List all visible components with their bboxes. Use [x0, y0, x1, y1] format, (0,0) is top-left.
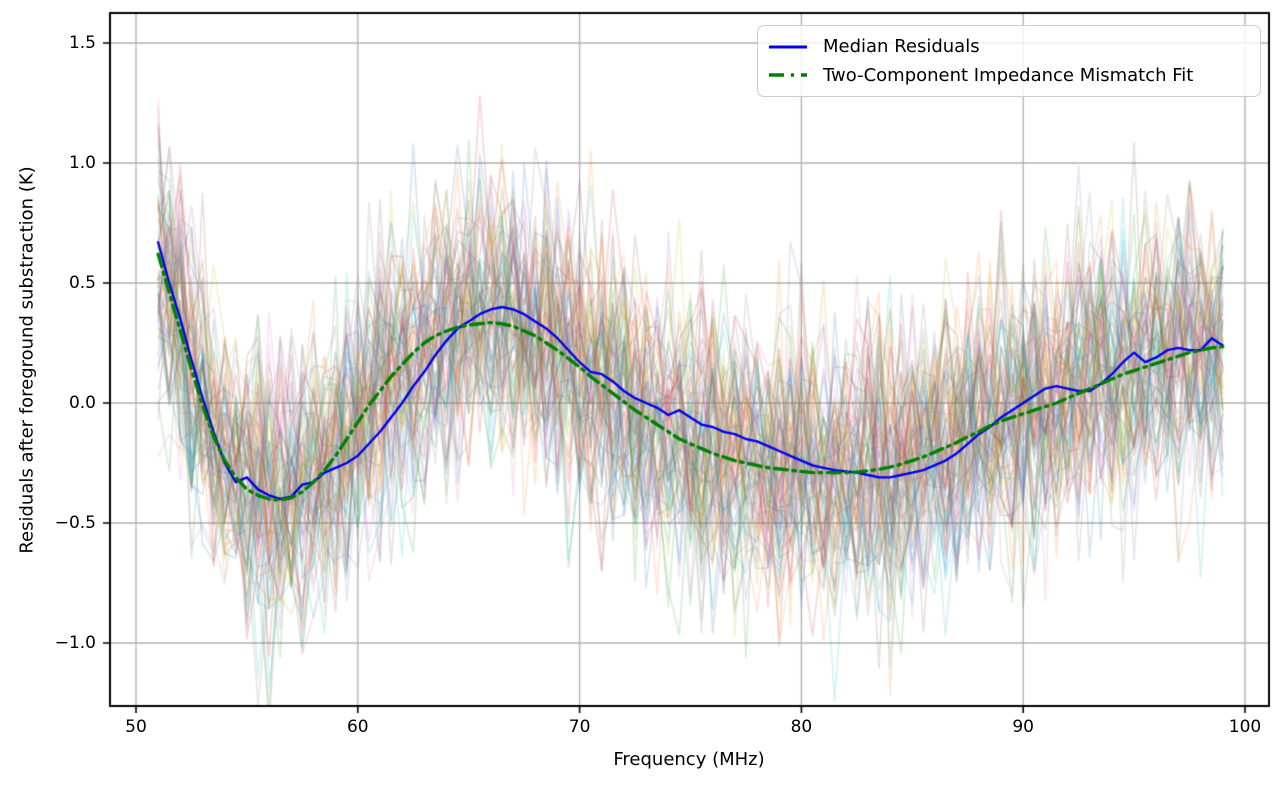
fit-line-sample-icon [769, 73, 807, 77]
x-tick-label: 60 [346, 717, 369, 737]
y-tick-label: 1.0 [68, 153, 96, 173]
legend-item-fit: Two-Component Impedance Mismatch Fit [768, 65, 1250, 86]
x-tick-label: 80 [790, 717, 813, 737]
x-tick-label: 50 [125, 717, 147, 737]
x-tick-label: 90 [1012, 717, 1034, 737]
x-axis-label: Frequency (MHz) [613, 749, 765, 770]
x-tick-label: 100 [1228, 717, 1262, 737]
y-tick-label: 0.0 [68, 393, 96, 413]
y-tick-label: 1.5 [68, 33, 96, 53]
median-line-sample-icon [769, 45, 807, 49]
legend-label-fit: Two-Component Impedance Mismatch Fit [823, 64, 1194, 86]
x-tick-label: 70 [568, 717, 591, 737]
y-tick-label: −1.0 [54, 633, 96, 653]
legend-item-median-residuals: Median Residuals [768, 36, 1250, 57]
legend-label-median-residuals: Median Residuals [823, 36, 980, 58]
y-axis-label: Residuals after foreground substraction … [16, 166, 38, 554]
legend: Median Residuals Two-Component Impedance… [757, 25, 1261, 97]
y-tick-label: −0.5 [54, 513, 96, 533]
y-tick-label: 0.5 [68, 273, 96, 293]
